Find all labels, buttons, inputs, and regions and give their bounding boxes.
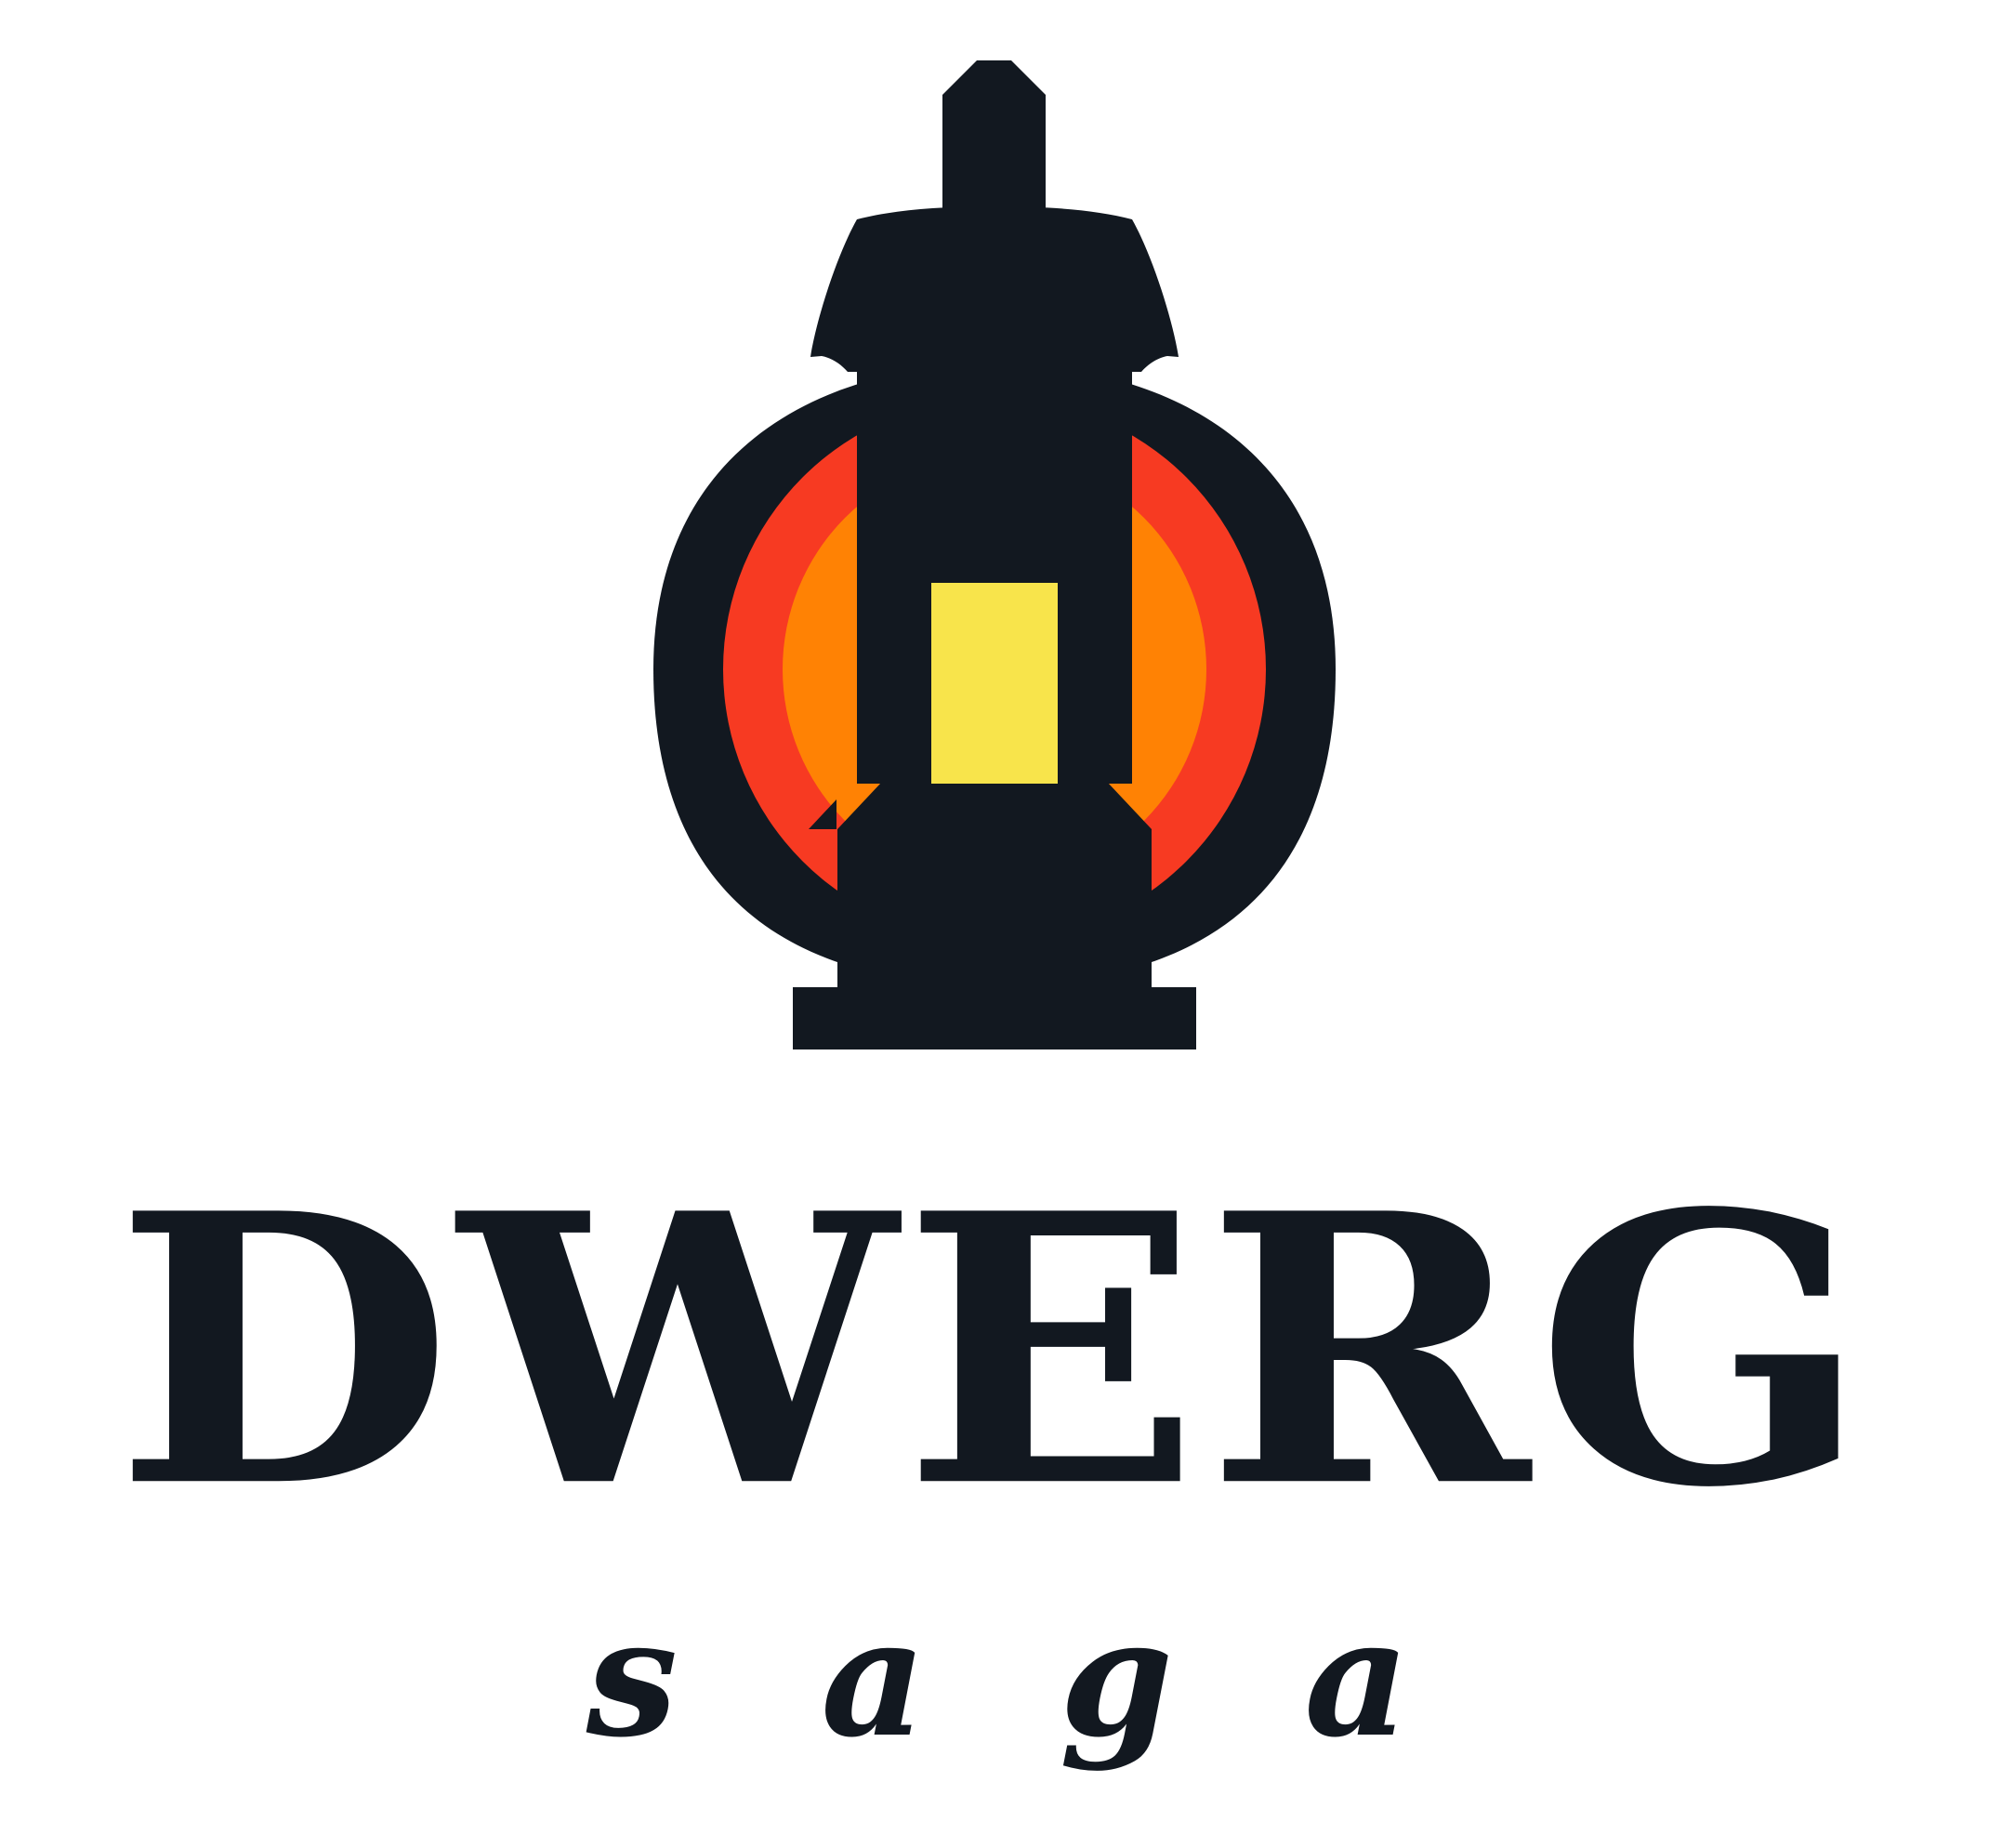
lantern-flame (931, 583, 1058, 784)
lantern-hood (810, 206, 1179, 372)
tagline-letter: g (1060, 1583, 1174, 1774)
lantern-lower-left-shoulder (809, 799, 836, 829)
brand-wordmark: DWERG (114, 1133, 1875, 1570)
tagline-letter: s (586, 1583, 678, 1774)
tagline-letter: a (1304, 1583, 1410, 1774)
lantern-foot (793, 987, 1196, 1049)
tagline-letter: a (821, 1583, 927, 1774)
brand-tagline: s a g a (576, 1597, 1413, 1760)
lantern-base-cap (837, 783, 1152, 987)
lantern-chimney (942, 60, 1046, 210)
